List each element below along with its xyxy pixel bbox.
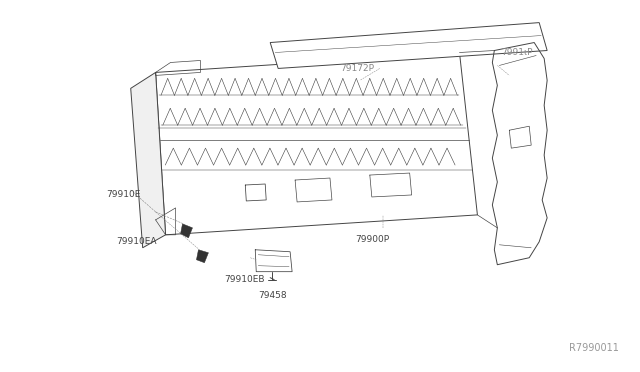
Polygon shape (180, 224, 193, 238)
Polygon shape (196, 250, 209, 263)
Polygon shape (131, 73, 166, 248)
Text: R7990011: R7990011 (569, 343, 619, 353)
Text: 79910EA: 79910EA (116, 237, 156, 246)
Polygon shape (156, 52, 477, 235)
Text: 79900P: 79900P (355, 235, 389, 244)
Text: 7991ιP: 7991ιP (501, 48, 533, 57)
Text: 79458: 79458 (258, 291, 287, 300)
Text: 79910E: 79910E (106, 190, 140, 199)
Polygon shape (270, 23, 547, 68)
Text: 79172P: 79172P (340, 64, 374, 73)
Text: 79910EB: 79910EB (225, 275, 265, 284)
